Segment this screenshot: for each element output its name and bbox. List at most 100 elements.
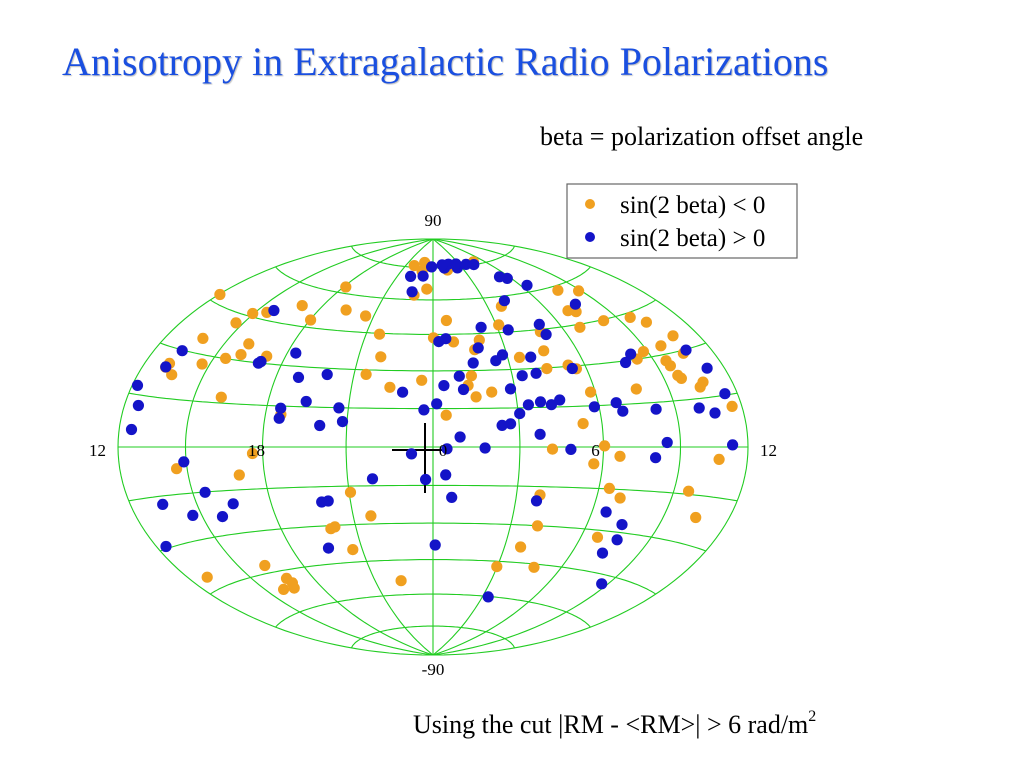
data-point-positive [417,270,429,282]
data-point-positive [406,286,418,298]
data-point-positive [530,367,542,379]
data-point-positive [505,418,517,430]
data-point-positive [405,448,418,460]
data-point-positive [709,407,721,419]
data-point-negative [171,463,183,475]
data-point-positive [521,279,533,291]
data-point-negative [278,583,290,596]
data-point-positive [441,443,453,455]
data-point-negative [340,281,352,293]
data-point-positive [314,419,326,432]
data-point-negative [233,469,245,481]
data-point-positive [366,473,379,485]
data-point-negative [726,400,738,412]
data-point-negative [375,351,387,363]
data-point-negative [416,374,428,386]
data-point-positive [450,258,462,270]
data-point-positive [611,534,623,546]
data-point-negative [340,304,352,316]
data-point-positive [187,509,199,521]
data-point-positive [719,388,731,400]
data-point-negative [588,458,600,470]
data-point-positive [565,443,577,455]
data-point-negative [440,314,452,327]
lon-tick-label: 6 [591,441,600,460]
data-point-negative [585,386,597,398]
data-point-positive [132,399,144,412]
data-point-positive [596,547,609,559]
grid-meridian [261,238,434,656]
data-point-positive [321,368,333,381]
data-point-positive [322,542,335,554]
data-point-positive [701,362,713,374]
data-point-negative [243,338,255,350]
data-point-positive [545,399,558,411]
data-point-negative [259,559,271,572]
data-point-positive [616,519,628,531]
data-point-negative [288,582,300,594]
projection-grid [117,238,749,656]
data-point-negative [215,391,227,403]
data-point-negative [574,321,586,333]
data-point-negative [694,381,706,393]
data-point-positive [440,469,452,481]
data-point-negative [690,511,702,524]
lon-tick-label: 12 [89,441,106,460]
data-point-positive [418,404,430,416]
lon-tick-label: 12 [760,441,777,460]
data-point-positive [160,540,172,553]
data-point-negative [247,307,259,320]
data-point-negative [598,315,610,327]
data-point-negative [440,409,452,421]
lon-tick-label: 18 [248,441,265,460]
legend-marker-positive [585,232,595,242]
grid-meridian [432,238,682,656]
data-point-positive [661,436,673,449]
data-point-positive [275,402,287,414]
data-point-negative [573,285,585,297]
data-point-positive [300,395,312,408]
data-point-positive [290,347,302,359]
data-point-positive [436,259,448,271]
data-point-negative [360,368,372,380]
data-point-negative [493,319,505,331]
data-point-negative [196,358,208,370]
data-point-positive [405,270,417,282]
data-point-negative [329,521,341,533]
data-point-positive [268,304,280,317]
data-point-negative [552,284,564,296]
data-point-positive [650,403,662,415]
grid-meridian [184,238,434,656]
data-point-negative [305,314,317,326]
rm-cut-caption: Using the cut |RM - <RM>| > 6 rad/m2 [413,708,816,740]
data-point-positive [693,402,705,414]
data-point-negative [630,383,642,395]
data-point-negative [624,311,636,323]
data-point-positive [429,539,441,551]
data-point-positive [569,298,582,310]
data-point-positive [566,362,578,375]
data-point-positive [468,259,480,271]
legend-marker-negative [585,199,595,209]
data-point-negative [562,305,574,317]
data-point-negative [538,345,550,357]
data-point-negative [486,386,498,398]
data-point-negative [421,283,433,295]
data-point-negative [513,351,526,363]
data-point-negative [614,492,626,504]
data-point-positive [157,498,169,510]
data-point-positive [227,498,239,510]
data-point-negative [599,440,611,452]
data-point-positive [433,336,445,348]
data-point-negative [603,482,616,494]
data-point-positive [514,408,526,420]
data-point-negative [675,372,688,384]
data-point-positive [199,486,211,498]
data-point-negative [373,328,386,340]
data-point-negative [637,346,650,358]
data-point-negative [667,330,679,342]
data-point-positive [472,342,484,354]
data-point-negative [531,520,544,532]
data-point-negative [577,418,589,430]
data-point-negative [640,316,653,328]
